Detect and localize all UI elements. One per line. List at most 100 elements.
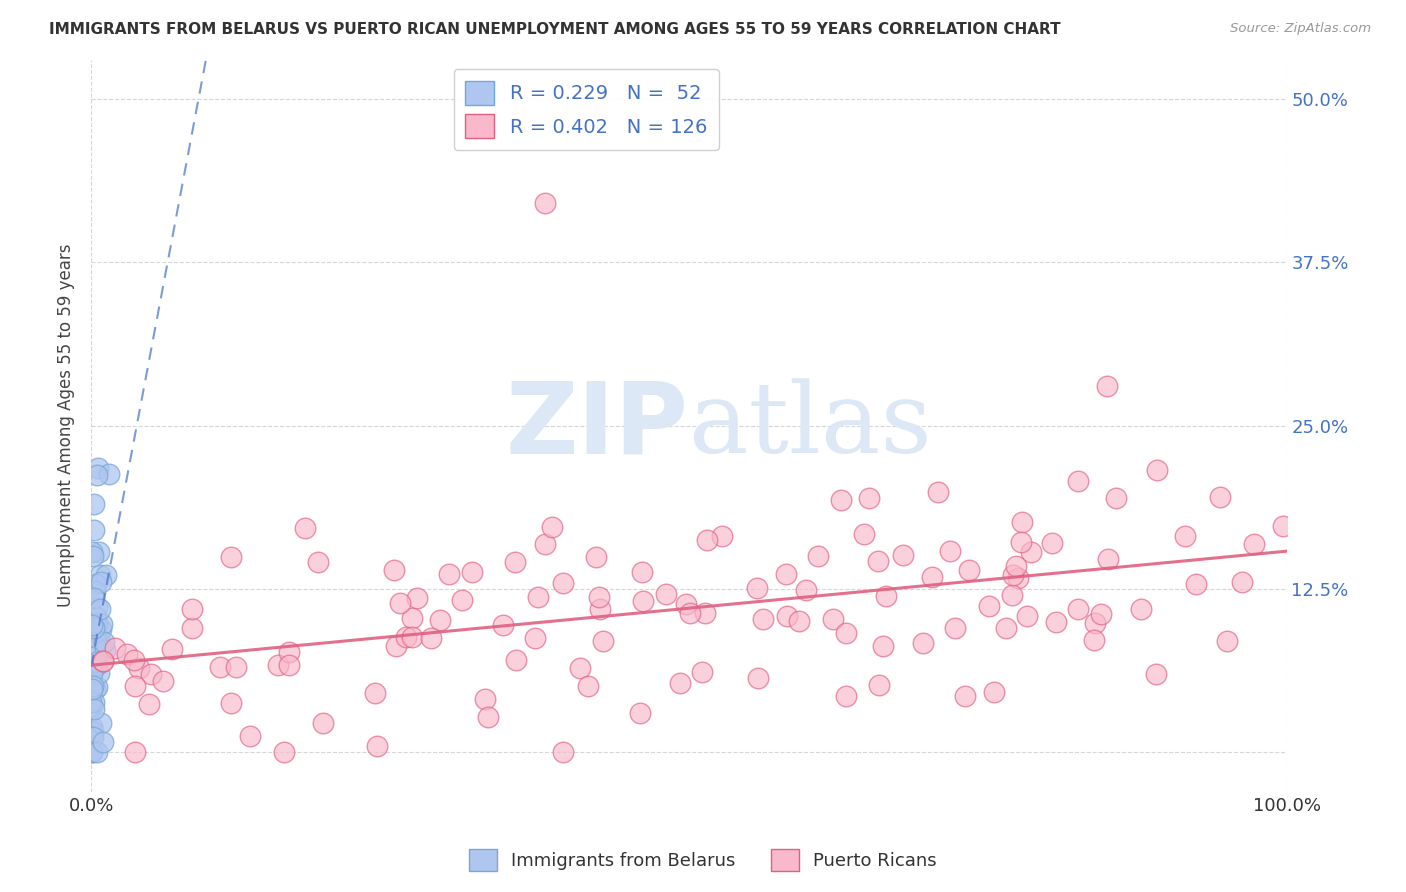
Point [98, 467, 121, 481]
Point [1097, 379, 1119, 393]
Point [633, 594, 655, 608]
Point [84, 577, 107, 591]
Point [84, 655, 107, 669]
Point [576, 679, 599, 693]
Point [534, 196, 557, 211]
Point [983, 685, 1005, 699]
Y-axis label: Unemployment Among Ages 55 to 59 years: Unemployment Among Ages 55 to 59 years [58, 244, 75, 607]
Point [628, 706, 651, 720]
Point [89, 567, 111, 582]
Point [527, 591, 550, 605]
Point [868, 678, 890, 692]
Point [696, 533, 718, 547]
Point [80, 746, 103, 760]
Point [911, 636, 934, 650]
Point [477, 710, 499, 724]
Point [821, 611, 844, 625]
Point [138, 698, 160, 712]
Point [82, 665, 104, 680]
Point [553, 746, 575, 760]
Point [1067, 602, 1090, 616]
Point [384, 639, 406, 653]
Point [239, 729, 262, 743]
Point [82, 725, 104, 739]
Point [366, 739, 388, 753]
Point [124, 746, 146, 760]
Point [747, 671, 769, 685]
Point [312, 716, 335, 731]
Point [80, 681, 103, 696]
Point [872, 640, 894, 654]
Point [83, 497, 105, 511]
Point [395, 630, 418, 644]
Point [588, 590, 610, 604]
Point [181, 602, 204, 616]
Point [534, 537, 557, 551]
Point [1146, 463, 1168, 477]
Point [693, 606, 716, 620]
Point [655, 587, 678, 601]
Point [1090, 607, 1112, 621]
Point [953, 689, 976, 703]
Point [160, 641, 183, 656]
Point [853, 526, 876, 541]
Point [90, 616, 112, 631]
Point [82, 623, 104, 637]
Point [1271, 519, 1294, 533]
Point [294, 520, 316, 534]
Text: ZIP: ZIP [506, 377, 689, 475]
Point [776, 609, 799, 624]
Point [80, 695, 103, 709]
Point [668, 676, 690, 690]
Point [1185, 577, 1208, 591]
Point [553, 576, 575, 591]
Point [90, 623, 112, 637]
Point [94, 568, 117, 582]
Point [1017, 608, 1039, 623]
Point [80, 701, 103, 715]
Point [1067, 474, 1090, 488]
Point [921, 570, 943, 584]
Point [278, 645, 301, 659]
Point [84, 584, 107, 599]
Point [307, 555, 329, 569]
Point [84, 610, 107, 624]
Point [219, 697, 242, 711]
Point [273, 746, 295, 760]
Point [82, 549, 104, 563]
Point [690, 665, 713, 679]
Point [86, 467, 108, 482]
Point [124, 679, 146, 693]
Point [80, 673, 103, 688]
Point [891, 548, 914, 562]
Point [835, 626, 858, 640]
Point [86, 658, 108, 673]
Point [1001, 588, 1024, 602]
Point [1130, 602, 1153, 616]
Point [388, 596, 411, 610]
Point [86, 680, 108, 694]
Point [83, 621, 105, 635]
Point [943, 622, 966, 636]
Point [979, 599, 1001, 614]
Point [1173, 529, 1195, 543]
Point [91, 735, 114, 749]
Point [83, 523, 105, 537]
Point [1097, 552, 1119, 566]
Point [89, 602, 111, 616]
Point [83, 695, 105, 709]
Point [437, 566, 460, 581]
Point [994, 621, 1017, 635]
Point [592, 633, 614, 648]
Point [429, 613, 451, 627]
Point [82, 731, 104, 745]
Point [1045, 615, 1067, 630]
Point [139, 667, 162, 681]
Legend: R = 0.229   N =  52, R = 0.402   N = 126: R = 0.229 N = 52, R = 0.402 N = 126 [454, 70, 718, 150]
Point [866, 554, 889, 568]
Point [87, 460, 110, 475]
Point [83, 702, 105, 716]
Point [830, 493, 852, 508]
Point [858, 491, 880, 506]
Point [83, 630, 105, 644]
